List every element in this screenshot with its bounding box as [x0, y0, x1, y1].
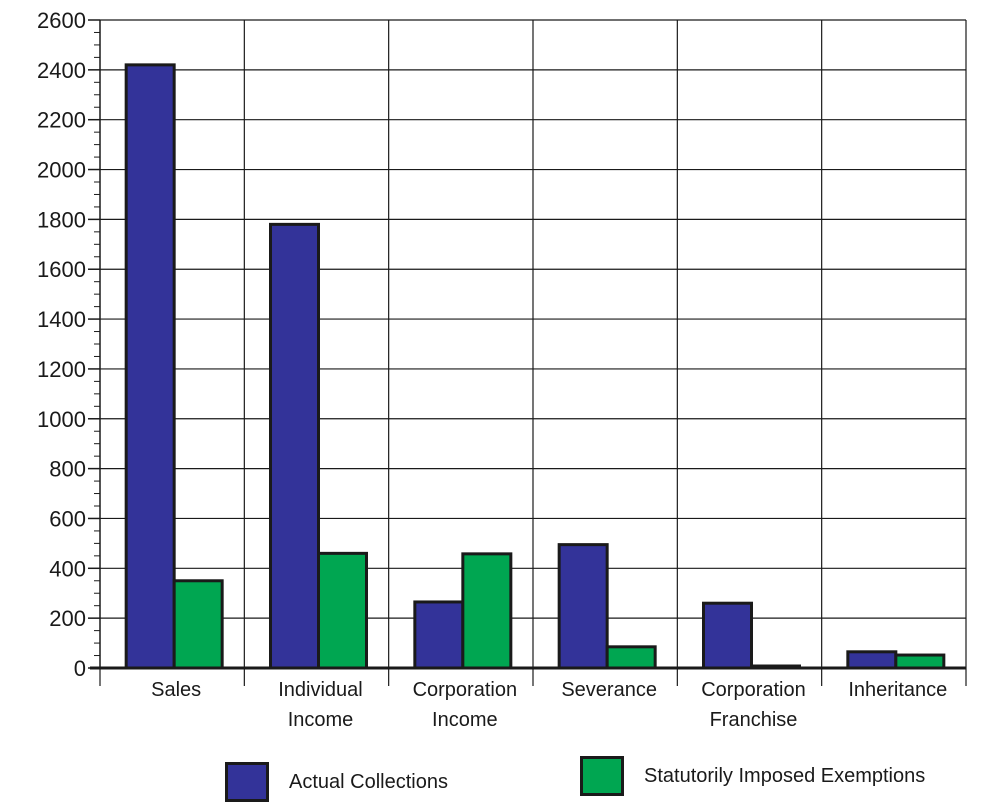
y-tick-label: 2600 — [37, 8, 86, 33]
bar-actual-collections — [846, 650, 898, 670]
y-tick-label: 0 — [74, 656, 86, 681]
y-tick-label: 800 — [49, 457, 86, 482]
bar-statutorily-imposed-exemptions — [461, 552, 513, 670]
y-tick-label: 200 — [49, 606, 86, 631]
bar-statutorily-imposed-exemptions — [172, 579, 224, 670]
y-tick-label: 1400 — [37, 307, 86, 332]
y-tick-label: 2000 — [37, 158, 86, 183]
x-category-label: Income — [288, 709, 354, 731]
y-tick-label: 600 — [49, 506, 86, 531]
x-category-label: Corporation — [413, 679, 518, 701]
y-tick-label: 1800 — [37, 207, 86, 232]
bar-statutorily-imposed-exemptions — [317, 551, 368, 670]
bar-statutorily-imposed-exemptions — [894, 653, 946, 670]
legend-item-statutorily-imposed-exemptions: Statutorily Imposed Exemptions — [580, 756, 925, 796]
x-category-label: Sales — [151, 679, 201, 701]
y-tick-label: 1000 — [37, 407, 86, 432]
x-category-label: Corporation — [701, 679, 806, 701]
legend-label-actual-collections: Actual Collections — [289, 770, 448, 793]
bar-actual-collections — [702, 601, 753, 670]
bar-actual-collections — [557, 543, 609, 670]
legend-swatch-actual-collections — [225, 762, 269, 802]
bar-statutorily-imposed-exemptions — [605, 645, 657, 670]
x-category-label: Severance — [561, 679, 657, 701]
y-tick-label: 2400 — [37, 58, 86, 83]
x-category-label: Inheritance — [848, 679, 947, 701]
y-tick-label: 400 — [49, 556, 86, 581]
x-category-label: Franchise — [710, 709, 798, 731]
x-category-label: Income — [432, 709, 498, 731]
y-tick-label: 1600 — [37, 257, 86, 282]
bar-actual-collections — [269, 222, 320, 670]
legend-label-statutorily-imposed-exemptions: Statutorily Imposed Exemptions — [644, 764, 926, 787]
bar-actual-collections — [413, 600, 465, 670]
y-tick-label: 1200 — [37, 357, 86, 382]
legend: Actual Collections Statutorily Imposed E… — [0, 756, 992, 802]
x-category-label: Individual — [278, 679, 363, 701]
bar-chart: 0 200 400 600 800 1000 1200 1400 1600 1800 2000 220… — [37, 8, 967, 731]
bar-actual-collections — [124, 63, 176, 670]
y-tick-label: 2200 — [37, 108, 86, 133]
legend-swatch-statutorily-imposed-exemptions — [580, 756, 624, 796]
legend-item-actual-collections: Actual Collections — [225, 762, 448, 802]
